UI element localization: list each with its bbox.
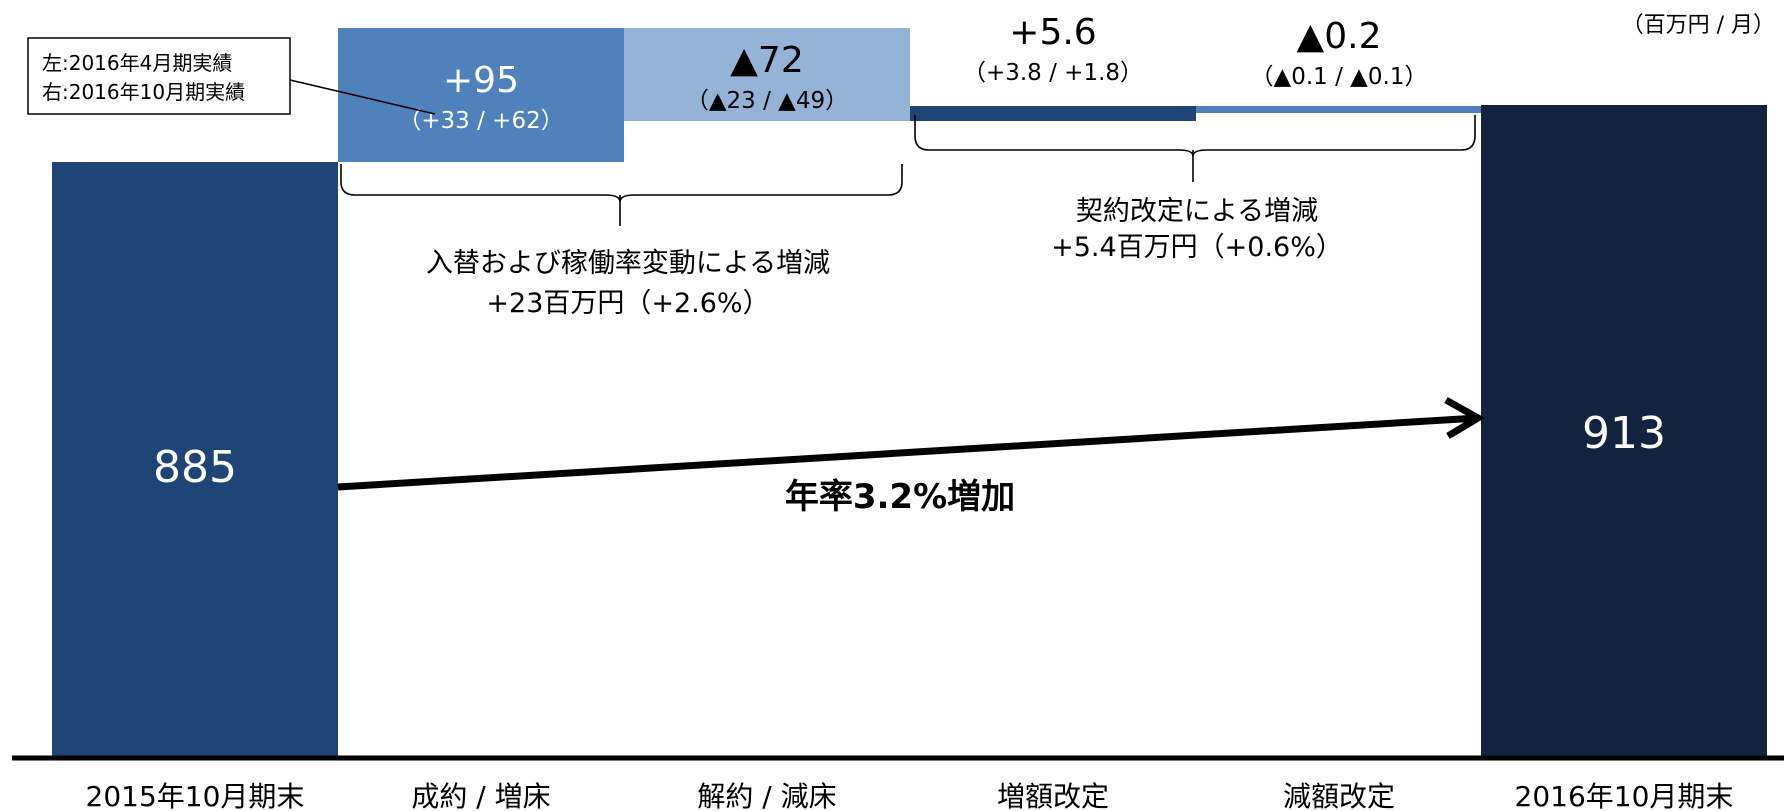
sub-label-3: （▲23 / ▲49） bbox=[686, 88, 848, 114]
growth-arrow-label: 年率3.2%増加 bbox=[785, 477, 1015, 517]
category-label-2: 成約 / 増床 bbox=[411, 780, 550, 811]
value-label-2: +95 bbox=[443, 60, 519, 101]
sub-label-4: （+3.8 / +1.8） bbox=[963, 60, 1143, 86]
bar-1 bbox=[52, 162, 338, 756]
legend-line-1: 左:2016年4月期実績 bbox=[42, 51, 232, 75]
group1-sublabel: +23百万円（+2.6%） bbox=[486, 288, 769, 319]
bar-5 bbox=[1196, 106, 1482, 113]
sub-label-5: （▲0.1 / ▲0.1） bbox=[1251, 64, 1428, 90]
value-label-6: 913 bbox=[1582, 408, 1666, 459]
unit-label: （百万円 / 月） bbox=[1622, 13, 1775, 38]
legend-box bbox=[27, 37, 291, 115]
category-label-4: 増額改定 bbox=[997, 780, 1109, 811]
value-label-3: ▲72 bbox=[730, 40, 804, 81]
brace-group2 bbox=[914, 115, 1476, 157]
group2-sublabel: +5.4百万円（+0.6%） bbox=[1051, 232, 1343, 263]
bar-3 bbox=[624, 28, 910, 121]
value-label-5: ▲0.2 bbox=[1297, 16, 1382, 57]
legend-line-2: 右:2016年10月期実績 bbox=[42, 80, 245, 104]
bar-6 bbox=[1481, 105, 1767, 756]
value-label-1: 885 bbox=[153, 442, 237, 493]
group2-label: 契約改定による増減 bbox=[1076, 196, 1318, 227]
category-label-1: 2015年10月期末 bbox=[86, 780, 305, 811]
growth-arrow-head bbox=[1444, 396, 1485, 440]
bar-4 bbox=[910, 106, 1196, 121]
category-label-3: 解約 / 減床 bbox=[697, 780, 836, 811]
growth-arrow-line bbox=[337, 414, 1479, 491]
legend-leader-line bbox=[289, 79, 436, 115]
category-label-6: 2016年10月期末 bbox=[1515, 780, 1734, 811]
bars-group bbox=[52, 28, 1767, 756]
bar-2 bbox=[338, 28, 624, 162]
group1-label: 入替および稼働率変動による増減 bbox=[426, 248, 830, 279]
category-labels-group: 2015年10月期末 成約 / 増床 解約 / 減床 増額改定 減額改定 2016年10月… bbox=[86, 780, 1734, 811]
brace-group1 bbox=[340, 164, 903, 203]
category-label-5: 減額改定 bbox=[1283, 780, 1395, 811]
value-label-4: +5.6 bbox=[1009, 12, 1096, 53]
